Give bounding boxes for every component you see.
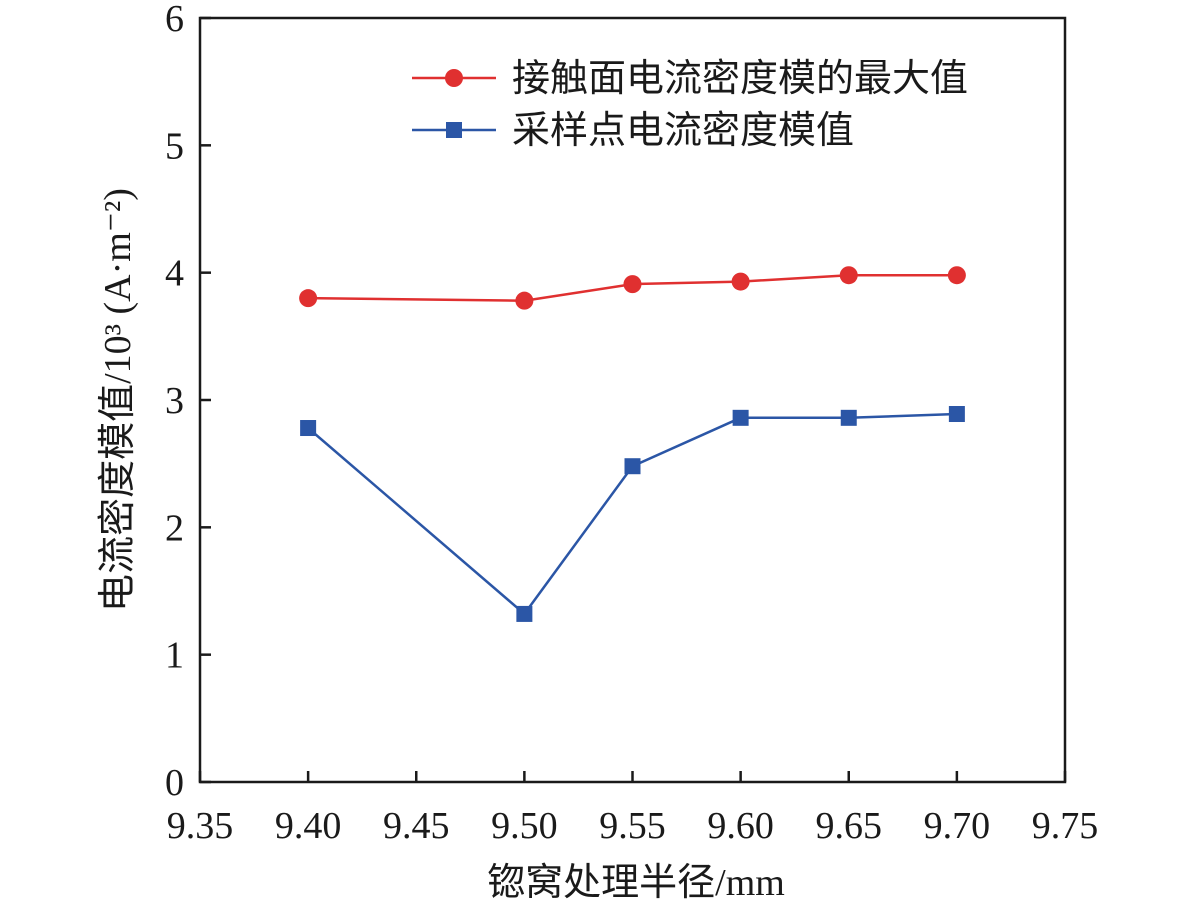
y-tick-label: 5	[165, 125, 184, 167]
x-tick-label: 9.35	[167, 805, 234, 847]
data-point-circle	[947, 266, 966, 285]
x-tick-label: 9.50	[491, 805, 558, 847]
y-tick-label: 2	[165, 507, 184, 549]
y-tick-label: 1	[165, 635, 184, 677]
y-axis-title: 电流密度模值/10³ (A·m⁻²)	[97, 188, 139, 612]
y-tick-label: 6	[165, 0, 184, 40]
y-tick-label: 4	[165, 253, 184, 295]
data-point-circle	[515, 291, 534, 310]
data-point-square	[624, 458, 641, 475]
series-2	[300, 406, 965, 622]
data-point-square	[516, 605, 533, 622]
series-layer	[299, 266, 966, 622]
y-tick-label: 3	[165, 380, 184, 422]
data-point-circle	[623, 275, 642, 294]
x-axis-title: 锪窝处理半径/mm	[487, 862, 785, 904]
x-tick-label: 9.70	[924, 805, 991, 847]
series-line	[307, 412, 957, 616]
x-tick-label: 9.60	[707, 805, 774, 847]
x-axis-ticks: 9.35 9.40 9.45 9.50 9.55 9.60 9.65 9.70 9.75	[167, 771, 1099, 847]
y-axis-ticks: 0 1 2 3 4 5 6	[165, 0, 211, 804]
y-tick-label: 0	[165, 762, 184, 804]
series-line	[308, 273, 957, 302]
legend-label: 采样点电流密度模值	[512, 110, 854, 152]
legend-marker-circle	[445, 69, 463, 87]
data-point-square	[948, 406, 965, 423]
legend-marker-square	[446, 122, 462, 138]
x-tick-label: 9.75	[1032, 805, 1099, 847]
data-point-square	[840, 409, 857, 426]
x-tick-label: 9.65	[816, 805, 883, 847]
data-point-circle	[839, 266, 858, 285]
data-point-square	[732, 409, 749, 426]
series-1	[299, 266, 966, 310]
data-point-square	[300, 420, 317, 437]
legend-label: 接触面电流密度模的最大值	[512, 58, 968, 100]
x-tick-label: 9.40	[275, 805, 342, 847]
data-point-circle	[731, 272, 750, 291]
x-tick-label: 9.45	[383, 805, 450, 847]
x-tick-label: 9.55	[599, 805, 666, 847]
data-point-circle	[299, 289, 318, 308]
